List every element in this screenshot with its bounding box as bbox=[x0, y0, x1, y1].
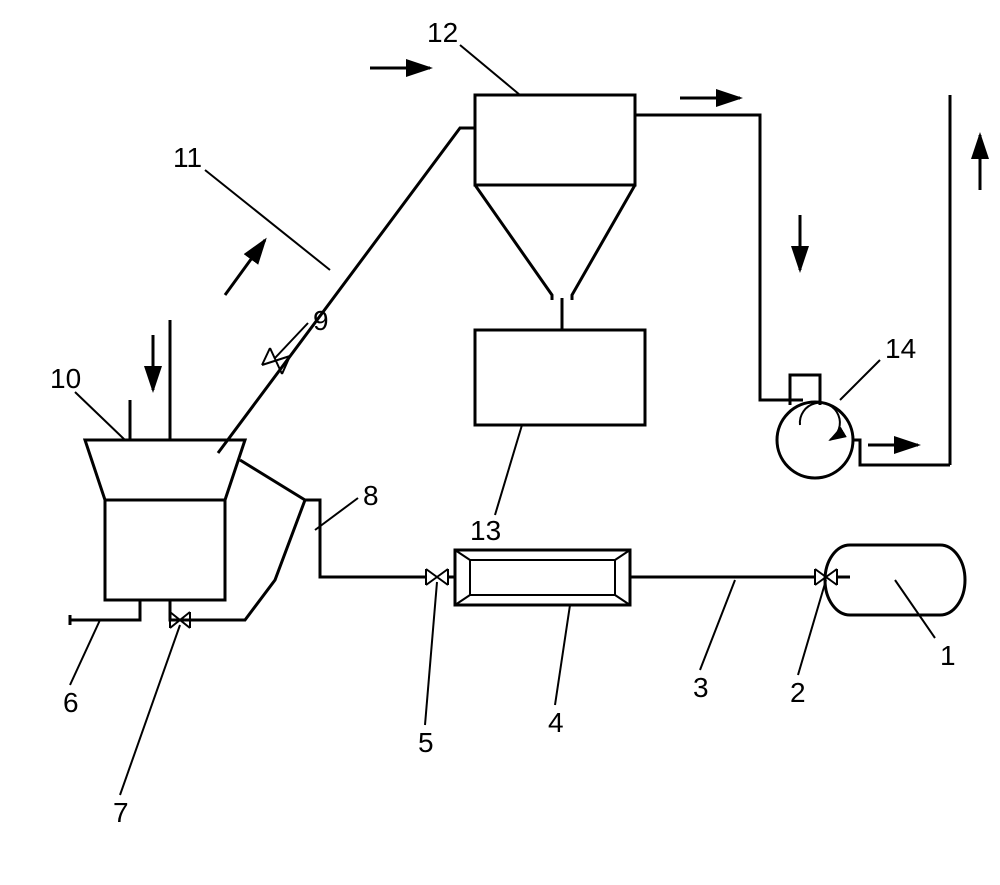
svg-text:6: 6 bbox=[63, 687, 79, 718]
pipe-separator-to-blower bbox=[635, 115, 803, 400]
svg-text:2: 2 bbox=[790, 677, 806, 708]
pipe-6-right-b bbox=[192, 500, 305, 620]
label-5: 5 bbox=[418, 582, 437, 758]
label-14: 14 bbox=[840, 333, 916, 400]
separator-hopper bbox=[475, 95, 635, 330]
svg-text:1: 1 bbox=[940, 640, 956, 671]
pipe-11 bbox=[218, 128, 475, 453]
heater-box bbox=[455, 550, 630, 605]
svg-text:9: 9 bbox=[313, 305, 329, 336]
label-1: 1 bbox=[895, 580, 956, 671]
pipe-6-right-a bbox=[170, 600, 192, 620]
pipe-6-left bbox=[70, 600, 140, 620]
label-3: 3 bbox=[693, 580, 735, 703]
svg-text:4: 4 bbox=[548, 707, 564, 738]
svg-text:7: 7 bbox=[113, 797, 129, 828]
svg-text:13: 13 bbox=[470, 515, 501, 546]
svg-text:3: 3 bbox=[693, 672, 709, 703]
label-12: 12 bbox=[427, 17, 520, 95]
label-10: 10 bbox=[50, 363, 125, 440]
label-8: 8 bbox=[315, 480, 379, 530]
label-7: 7 bbox=[113, 625, 180, 828]
label-4: 4 bbox=[548, 605, 570, 738]
svg-text:12: 12 bbox=[427, 17, 458, 48]
collection-box bbox=[475, 330, 645, 425]
svg-text:11: 11 bbox=[173, 142, 202, 173]
pipe-8-branch bbox=[305, 500, 425, 577]
label-6: 6 bbox=[63, 620, 100, 718]
svg-text:14: 14 bbox=[885, 333, 916, 364]
label-9: 9 bbox=[275, 305, 329, 358]
process-flow-diagram: 1 2 3 4 5 6 7 8 9 10 11 12 bbox=[0, 0, 1000, 885]
feed-hopper bbox=[85, 320, 245, 600]
label-2: 2 bbox=[790, 580, 826, 708]
arrow-diag bbox=[225, 240, 265, 295]
label-13: 13 bbox=[470, 425, 522, 546]
svg-text:5: 5 bbox=[418, 727, 434, 758]
svg-text:8: 8 bbox=[363, 480, 379, 511]
svg-text:10: 10 bbox=[50, 363, 81, 394]
label-11: 11 bbox=[173, 142, 330, 270]
blower bbox=[777, 375, 950, 478]
pipe-8-connect bbox=[240, 460, 305, 500]
